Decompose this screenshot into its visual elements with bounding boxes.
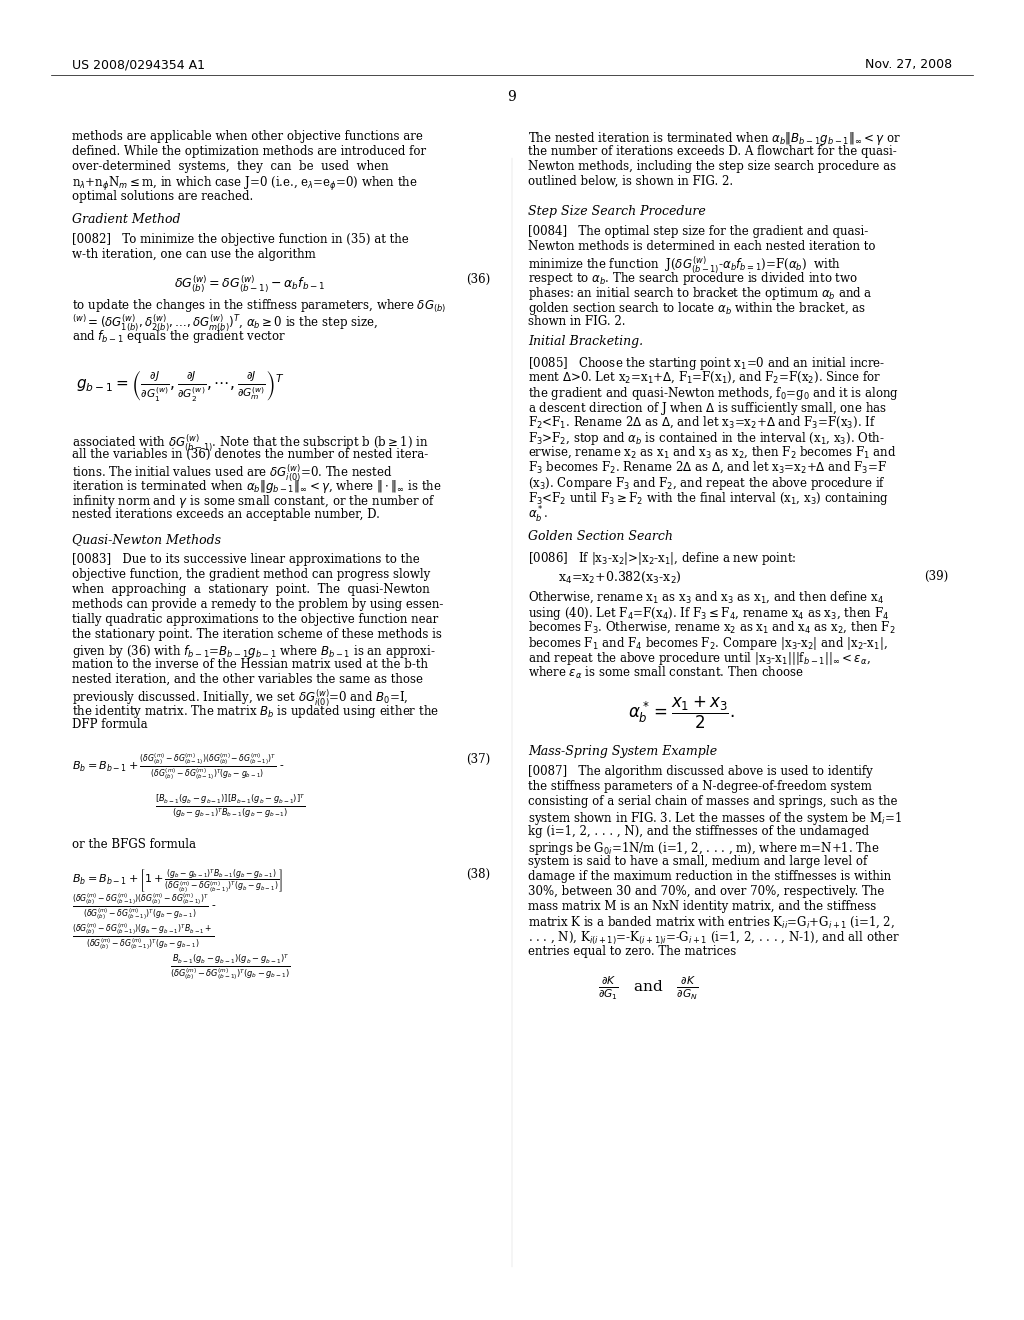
Text: a descent direction of J when $\Delta$ is sufficiently small, one has: a descent direction of J when $\Delta$ i… (528, 400, 887, 417)
Text: becomes F$_3$. Otherwise, rename x$_2$ as x$_1$ and x$_4$ as x$_2$, then F$_2$: becomes F$_3$. Otherwise, rename x$_2$ a… (528, 620, 896, 635)
Text: 9: 9 (508, 90, 516, 104)
Text: [0087]   The algorithm discussed above is used to identify: [0087] The algorithm discussed above is … (528, 766, 872, 777)
Text: infinity norm and $\gamma$ is some small constant, or the number of: infinity norm and $\gamma$ is some small… (72, 492, 435, 510)
Text: (38): (38) (466, 869, 490, 880)
Text: x$_4$=x$_2$+0.382(x$_3$-x$_2$): x$_4$=x$_2$+0.382(x$_3$-x$_2$) (558, 570, 682, 585)
Text: and $f_{b-1}$ equals the gradient vector: and $f_{b-1}$ equals the gradient vector (72, 327, 286, 345)
Text: mass matrix M is an NxN identity matrix, and the stiffness: mass matrix M is an NxN identity matrix,… (528, 900, 877, 913)
Text: DFP formula: DFP formula (72, 718, 147, 731)
Text: respect to $\alpha_b$. The search procedure is divided into two: respect to $\alpha_b$. The search proced… (528, 271, 858, 286)
Text: (x$_3$). Compare F$_3$ and F$_2$, and repeat the above procedure if: (x$_3$). Compare F$_3$ and F$_2$, and re… (528, 475, 886, 492)
Text: system shown in FIG. 3. Let the masses of the system be M$_i$=1: system shown in FIG. 3. Let the masses o… (528, 810, 902, 828)
Text: The nested iteration is terminated when $\alpha_b\|B_{b-1}g_{b-1}\|_\infty<\gamm: The nested iteration is terminated when … (528, 129, 901, 147)
Text: [0084]   The optimal step size for the gradient and quasi-: [0084] The optimal step size for the gra… (528, 224, 868, 238)
Text: the number of iterations exceeds D. A flowchart for the quasi-: the number of iterations exceeds D. A fl… (528, 145, 897, 158)
Text: previously discussed. Initially, we set $\delta G_{i(0)}^{(w)}$=0 and $B_0$=I,: previously discussed. Initially, we set … (72, 688, 409, 709)
Text: when  approaching  a  stationary  point.  The  quasi-Newton: when approaching a stationary point. The… (72, 583, 430, 597)
Text: w-th iteration, one can use the algorithm: w-th iteration, one can use the algorith… (72, 248, 315, 261)
Text: Newton methods, including the step size search procedure as: Newton methods, including the step size … (528, 160, 896, 173)
Text: ment $\Delta$>0. Let x$_2$=x$_1$+$\Delta$, F$_1$=F(x$_1$), and F$_2$=F(x$_2$). S: ment $\Delta$>0. Let x$_2$=x$_1$+$\Delta… (528, 370, 881, 385)
Text: Initial Bracketing.: Initial Bracketing. (528, 335, 643, 348)
Text: optimal solutions are reached.: optimal solutions are reached. (72, 190, 253, 203)
Text: erwise, rename x$_2$ as x$_1$ and x$_3$ as x$_2$, then F$_2$ becomes F$_1$ and: erwise, rename x$_2$ as x$_1$ and x$_3$ … (528, 445, 897, 461)
Text: [0085]   Choose the starting point x$_1$=0 and an initial incre-: [0085] Choose the starting point x$_1$=0… (528, 355, 886, 372)
Text: methods are applicable when other objective functions are: methods are applicable when other object… (72, 129, 423, 143)
Text: (39): (39) (924, 570, 948, 583)
Text: n$_\lambda$+n$_\phi$N$_m$$\leq$m, in which case J=0 (i.e., e$_\lambda$=e$_\phi$=: n$_\lambda$+n$_\phi$N$_m$$\leq$m, in whi… (72, 176, 418, 193)
Text: springs be G$_{0i}$=1N/m (i=1, 2, . . . , m), where m=N+1. The: springs be G$_{0i}$=1N/m (i=1, 2, . . . … (528, 840, 880, 857)
Text: damage if the maximum reduction in the stiffnesses is within: damage if the maximum reduction in the s… (528, 870, 891, 883)
Text: nested iterations exceeds an acceptable number, D.: nested iterations exceeds an acceptable … (72, 508, 380, 521)
Text: where $\epsilon_\alpha$ is some small constant. Then choose: where $\epsilon_\alpha$ is some small co… (528, 665, 804, 681)
Text: shown in FIG. 2.: shown in FIG. 2. (528, 315, 626, 327)
Text: the gradient and quasi-Newton methods, f$_0$=g$_0$ and it is along: the gradient and quasi-Newton methods, f… (528, 385, 899, 403)
Text: matrix K is a banded matrix with entries K$_{ii}$=G$_i$+G$_{i+1}$ (i=1, 2,: matrix K is a banded matrix with entries… (528, 915, 895, 931)
Text: $\alpha_b^* = \dfrac{x_1+x_3}{2}.$: $\alpha_b^* = \dfrac{x_1+x_3}{2}.$ (628, 696, 734, 731)
Text: Golden Section Search: Golden Section Search (528, 531, 673, 543)
Text: entries equal to zero. The matrices: entries equal to zero. The matrices (528, 945, 736, 958)
Text: tions. The initial values used are $\delta G_{i(0)}^{(w)}$=0. The nested: tions. The initial values used are $\del… (72, 463, 392, 484)
Text: US 2008/0294354 A1: US 2008/0294354 A1 (72, 58, 205, 71)
Text: F$_3$ becomes F$_2$. Rename 2$\Delta$ as $\Delta$, and let x$_3$=x$_2$+$\Delta$ : F$_3$ becomes F$_2$. Rename 2$\Delta$ as… (528, 459, 887, 475)
Text: the identity matrix. The matrix $B_b$ is updated using either the: the identity matrix. The matrix $B_b$ is… (72, 704, 439, 719)
Text: $\frac{(\delta G_{(b)}^{(m)}-\delta G_{(b-1)}^{(m)})(\delta G_{(b)}^{(m)}-\delta: $\frac{(\delta G_{(b)}^{(m)}-\delta G_{(… (72, 894, 217, 923)
Text: objective function, the gradient method can progress slowly: objective function, the gradient method … (72, 568, 430, 581)
Text: $\frac{[B_{b-1}(g_b-g_{b-1})][B_{b-1}(g_b-g_{b-1})]^T}{(g_b-g_{b-1})^T B_{b-1}(g: $\frac{[B_{b-1}(g_b-g_{b-1})][B_{b-1}(g_… (155, 793, 305, 820)
Text: given by (36) with $f_{b-1}$=$B_{b-1}g_{b-1}$ where $B_{b-1}$ is an approxi-: given by (36) with $f_{b-1}$=$B_{b-1}g_{… (72, 643, 436, 660)
Text: nested iteration, and the other variables the same as those: nested iteration, and the other variable… (72, 673, 423, 686)
Text: F$_3$>F$_2$, stop and $\alpha_b$ is contained in the interval (x$_1$, x$_3$). Ot: F$_3$>F$_2$, stop and $\alpha_b$ is cont… (528, 430, 885, 447)
Text: outlined below, is shown in FIG. 2.: outlined below, is shown in FIG. 2. (528, 176, 733, 187)
Text: phases: an initial search to bracket the optimum $\alpha_b$ and a: phases: an initial search to bracket the… (528, 285, 872, 302)
Text: $\frac{(\delta G_{(b)}^{(m)}-\delta G_{(b-1)}^{(m)})(g_b-g_{b-1})^T B_{b-1} +}{(: $\frac{(\delta G_{(b)}^{(m)}-\delta G_{(… (72, 923, 215, 952)
Text: iteration is terminated when $\alpha_b\|g_{b-1}\|_\infty<\gamma$, where $\|\cdot: iteration is terminated when $\alpha_b\|… (72, 478, 441, 495)
Text: tially quadratic approximations to the objective function near: tially quadratic approximations to the o… (72, 612, 438, 626)
Text: associated with $\delta G_{(b-1)}^{(w)}$. Note that the subscript b (b$\geq$1) i: associated with $\delta G_{(b-1)}^{(w)}$… (72, 433, 428, 454)
Text: using (40). Let F$_4$=F(x$_4$). If F$_3$$\leq$F$_4$, rename x$_4$ as x$_3$, then: using (40). Let F$_4$=F(x$_4$). If F$_3$… (528, 605, 889, 622)
Text: Newton methods is determined in each nested iteration to: Newton methods is determined in each nes… (528, 240, 876, 253)
Text: Otherwise, rename x$_1$ as x$_3$ and x$_3$ as x$_1$, and then define x$_4$: Otherwise, rename x$_1$ as x$_3$ and x$_… (528, 590, 884, 606)
Text: becomes F$_1$ and F$_4$ becomes F$_2$. Compare |x$_3$-x$_2$| and |x$_2$-x$_1$|,: becomes F$_1$ and F$_4$ becomes F$_2$. C… (528, 635, 888, 652)
Text: [0082]   To minimize the objective function in (35) at the: [0082] To minimize the objective functio… (72, 234, 409, 246)
Text: (36): (36) (466, 273, 490, 286)
Text: all the variables in (36) denotes the number of nested itera-: all the variables in (36) denotes the nu… (72, 447, 428, 461)
Text: minimize the function  J($\delta G_{(b-1)}^{(w)}$-$\alpha_b f_{b=1}$)=F($\alpha_: minimize the function J($\delta G_{(b-1)… (528, 255, 841, 276)
Text: Quasi-Newton Methods: Quasi-Newton Methods (72, 533, 221, 546)
Text: over-determined  systems,  they  can  be  used  when: over-determined systems, they can be use… (72, 160, 389, 173)
Text: the stiffness parameters of a N-degree-of-freedom system: the stiffness parameters of a N-degree-o… (528, 780, 871, 793)
Text: F$_3$<F$_2$ until F$_3$$\geq$F$_2$ with the final interval (x$_1$, x$_3$) contai: F$_3$<F$_2$ until F$_3$$\geq$F$_2$ with … (528, 490, 889, 507)
Text: system is said to have a small, medium and large level of: system is said to have a small, medium a… (528, 855, 867, 869)
Text: to update the changes in the stiffness parameters, where $\delta G_{(b)}$: to update the changes in the stiffness p… (72, 298, 446, 315)
Text: Mass-Spring System Example: Mass-Spring System Example (528, 744, 717, 758)
Text: $g_{b-1} = \left(\frac{\partial J}{\partial G_1^{(w)}}, \frac{\partial J}{\parti: $g_{b-1} = \left(\frac{\partial J}{\part… (76, 368, 285, 403)
Text: . . . , N), K$_{i(i+1)}$=-K$_{(i+1)i}$=-G$_{i+1}$ (i=1, 2, . . . , N-1), and all: . . . , N), K$_{i(i+1)}$=-K$_{(i+1)i}$=-… (528, 931, 900, 948)
Text: 30%, between 30 and 70%, and over 70%, respectively. The: 30%, between 30 and 70%, and over 70%, r… (528, 884, 885, 898)
Text: $\delta G_{(b)}^{(w)}=\delta G_{(b-1)}^{(w)}-\alpha_b f_{b-1}$: $\delta G_{(b)}^{(w)}=\delta G_{(b-1)}^{… (174, 273, 326, 294)
Text: $B_b = B_{b-1} + \frac{(\delta G_{(b)}^{(m)}-\delta G_{(b-1)}^{(m)})(\delta G_{(: $B_b = B_{b-1} + \frac{(\delta G_{(b)}^{… (72, 752, 285, 783)
Text: kg (i=1, 2, . . . , N), and the stiffnesses of the undamaged: kg (i=1, 2, . . . , N), and the stiffnes… (528, 825, 869, 838)
Text: methods can provide a remedy to the problem by using essen-: methods can provide a remedy to the prob… (72, 598, 443, 611)
Text: defined. While the optimization methods are introduced for: defined. While the optimization methods … (72, 145, 426, 158)
Text: the stationary point. The iteration scheme of these methods is: the stationary point. The iteration sche… (72, 628, 442, 642)
Text: (37): (37) (466, 752, 490, 766)
Text: Step Size Search Procedure: Step Size Search Procedure (528, 205, 706, 218)
Text: [0086]   If |x$_3$-x$_2$|>|x$_2$-x$_1$|, define a new point:: [0086] If |x$_3$-x$_2$|>|x$_2$-x$_1$|, d… (528, 550, 797, 568)
Text: golden section search to locate $\alpha_b$ within the bracket, as: golden section search to locate $\alpha_… (528, 300, 866, 317)
Text: Gradient Method: Gradient Method (72, 213, 180, 226)
Text: consisting of a serial chain of masses and springs, such as the: consisting of a serial chain of masses a… (528, 795, 897, 808)
Text: [0083]   Due to its successive linear approximations to the: [0083] Due to its successive linear appr… (72, 553, 420, 566)
Text: $\frac{\partial K}{\partial G_1}$   and   $\frac{\partial K}{\partial G_N}$: $\frac{\partial K}{\partial G_1}$ and $\… (598, 975, 698, 1002)
Text: F$_2$<F$_1$. Rename 2$\Delta$ as $\Delta$, and let x$_3$=x$_2$+$\Delta$ and F$_3: F$_2$<F$_1$. Rename 2$\Delta$ as $\Delta… (528, 414, 877, 430)
Text: $\frac{B_{b-1}(g_b-g_{b-1})(g_b-g_{b-1})^T}{(\delta G_{(b)}^{(m)}-\delta G_{(b-1: $\frac{B_{b-1}(g_b-g_{b-1})(g_b-g_{b-1})… (170, 953, 291, 983)
Text: mation to the inverse of the Hessian matrix used at the b-th: mation to the inverse of the Hessian mat… (72, 657, 428, 671)
Text: $^{(w)}$$=(\delta G_{1(b)}^{(w)}, \delta_{2(b)}^{(w)}, \ldots, \delta G_{m(b)}^{: $^{(w)}$$=(\delta G_{1(b)}^{(w)}, \delta… (72, 313, 378, 334)
Text: $\alpha_b^*$.: $\alpha_b^*$. (528, 506, 549, 525)
Text: or the BFGS formula: or the BFGS formula (72, 838, 196, 851)
Text: and repeat the above procedure until |x$_3$-x$_1$|||f$_{b-1}$||$_\infty$$<\epsil: and repeat the above procedure until |x$… (528, 649, 870, 667)
Text: $B_b = B_{b-1} + \left[1+\frac{(g_b-g_{b-1})^T B_{b-1}(g_b-g_{b-1})}{{(\delta G_: $B_b = B_{b-1} + \left[1+\frac{(g_b-g_{b… (72, 869, 283, 895)
Text: Nov. 27, 2008: Nov. 27, 2008 (865, 58, 952, 71)
